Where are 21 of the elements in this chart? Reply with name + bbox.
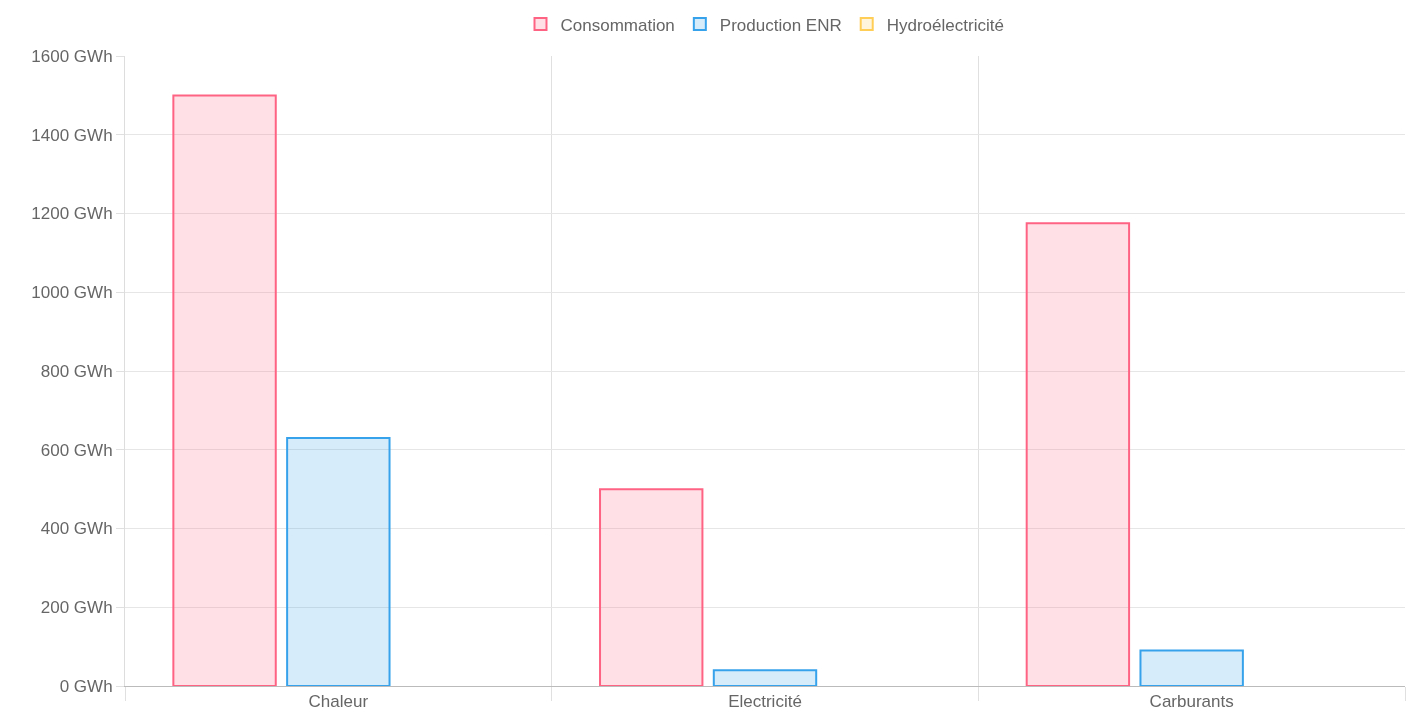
y-tick-label: 800 GWh	[40, 361, 113, 381]
bar	[172, 94, 277, 686]
legend-label: Consommation	[560, 15, 675, 35]
y-tick-label: 1600 GWh	[31, 46, 113, 66]
x-tick-label: Electricité	[728, 692, 802, 712]
y-tick-label: 400 GWh	[40, 519, 113, 539]
y-tick-label: 200 GWh	[40, 598, 113, 618]
y-tick-label: 600 GWh	[40, 440, 113, 460]
legend-label: Production ENR	[719, 15, 842, 35]
bar	[1025, 222, 1131, 686]
bar	[1139, 649, 1244, 686]
bar	[599, 488, 704, 686]
legend-label: Hydroélectricité	[886, 15, 1004, 35]
y-tick-label: 1400 GWh	[31, 125, 113, 145]
x-tick-label: Carburants	[1149, 692, 1234, 712]
bar	[286, 436, 391, 686]
y-tick-label: 0 GWh	[59, 676, 113, 696]
y-tick-label: 1000 GWh	[31, 283, 113, 303]
x-tick-label: Chaleur	[308, 692, 369, 712]
bar	[712, 669, 818, 686]
y-tick-label: 1200 GWh	[31, 204, 113, 224]
